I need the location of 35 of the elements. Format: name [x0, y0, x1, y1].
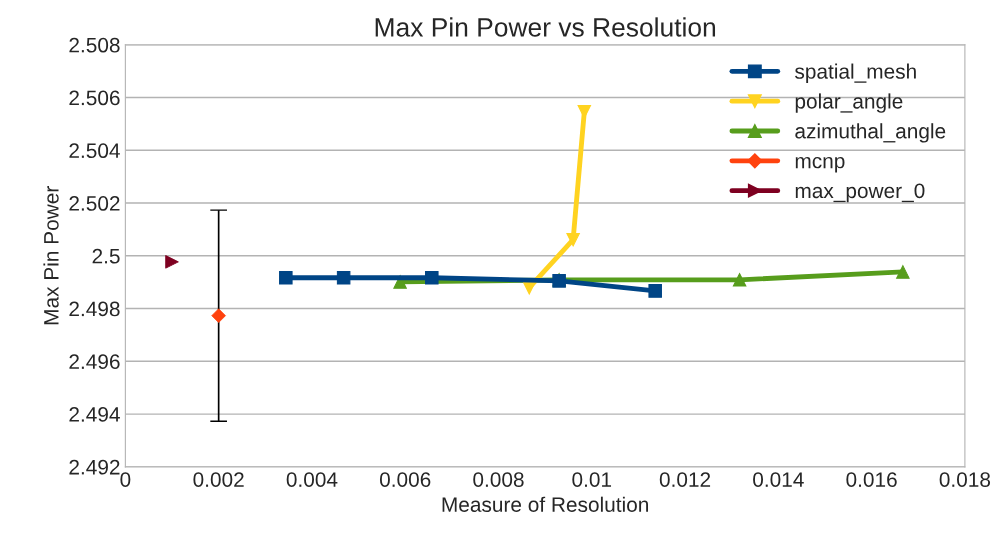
- point: [336, 270, 351, 285]
- y-tick-label: 2.496: [69, 354, 120, 370]
- y-tick-label: 2.506: [69, 90, 120, 106]
- legend-label: max_power_0: [795, 183, 925, 203]
- y-tick-label: 2.494: [69, 407, 120, 422]
- chart-title: Max Pin Power vs Resolution: [375, 17, 716, 37]
- point: [566, 232, 580, 247]
- x-tick-label: 0.002: [193, 472, 244, 487]
- legend-label: azimuthal_angle: [795, 123, 946, 143]
- y-tick-label: 2.498: [69, 301, 120, 317]
- y-tick-label: 2.508: [69, 37, 120, 53]
- x-tick-label: 0.004: [286, 472, 338, 487]
- x-tick-label: 0.01: [572, 472, 612, 487]
- x-tick-label: 0.012: [659, 472, 711, 487]
- x-tick-label: 0.006: [379, 472, 431, 487]
- x-axis-title: Measure of Resolution: [442, 496, 649, 512]
- legend-label: spatial_mesh: [795, 63, 916, 83]
- point: [279, 270, 293, 285]
- x-tick-label: 0.014: [753, 472, 804, 487]
- y-tick-label: 2.5: [92, 248, 120, 264]
- point: [648, 284, 662, 298]
- point: [165, 255, 179, 269]
- point: [732, 273, 747, 287]
- x-tick-label: 0.018: [939, 472, 991, 487]
- y-axis-title: Max Pin Power: [43, 186, 59, 325]
- x-tick-label: 0.008: [473, 472, 524, 487]
- point: [896, 265, 910, 279]
- y-tick-label: 2.492: [69, 459, 120, 475]
- point: [425, 270, 439, 285]
- y-tick-label: 2.502: [69, 196, 120, 211]
- legend-label: polar_angle: [795, 93, 903, 113]
- y-tick-label: 2.504: [69, 143, 120, 159]
- x-tick-label: 0: [120, 472, 131, 487]
- x-tick-label: 0.016: [846, 472, 897, 487]
- legend-label: mcnp: [795, 156, 845, 173]
